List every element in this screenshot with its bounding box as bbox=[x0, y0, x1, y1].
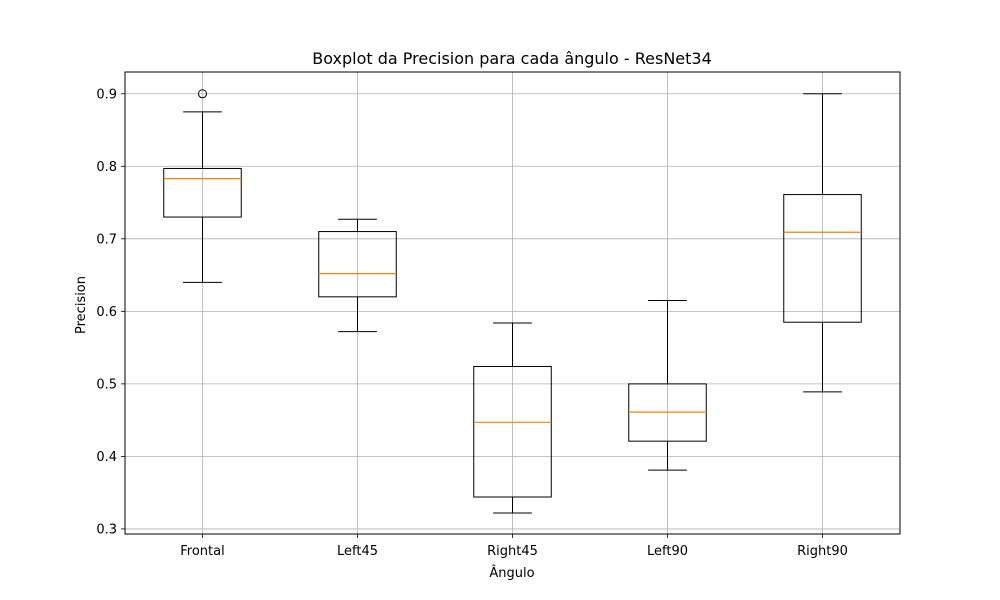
box-right45 bbox=[473, 322, 552, 514]
y-tick-label: 0.7 bbox=[96, 232, 117, 247]
box-right90 bbox=[783, 93, 862, 393]
x-tick-label: Left45 bbox=[337, 544, 378, 559]
y-tick-label: 0.5 bbox=[96, 377, 117, 392]
y-tick-label: 0.9 bbox=[96, 87, 117, 102]
axis-ticks: 0.3 0.4 0.5 0.6 0.7 0.8 0.9 Frontal Left45 Right4… bbox=[96, 87, 848, 559]
x-tick-label: Left90 bbox=[647, 544, 688, 559]
x-axis-label: Ângulo bbox=[489, 565, 534, 581]
y-tick-label: 0.3 bbox=[96, 522, 117, 537]
iqr-box bbox=[473, 365, 552, 498]
outlier-point bbox=[198, 89, 207, 99]
iqr-box bbox=[163, 167, 242, 218]
x-tick-label: Frontal bbox=[180, 544, 224, 559]
y-axis-label: Precision bbox=[74, 276, 89, 334]
iqr-box bbox=[783, 194, 862, 323]
y-tick-label: 0.4 bbox=[96, 450, 117, 465]
box-left45 bbox=[318, 218, 397, 333]
x-tick-label: Right90 bbox=[797, 544, 848, 559]
chart-title: Boxplot da Precision para cada ângulo - … bbox=[312, 49, 712, 68]
iqr-box bbox=[318, 231, 397, 298]
box-left90 bbox=[628, 299, 707, 471]
boxes bbox=[163, 89, 862, 514]
x-tick-label: Right45 bbox=[487, 544, 538, 559]
y-tick-label: 0.6 bbox=[96, 305, 117, 320]
box-frontal bbox=[163, 89, 242, 283]
y-tick-label: 0.8 bbox=[96, 160, 117, 175]
